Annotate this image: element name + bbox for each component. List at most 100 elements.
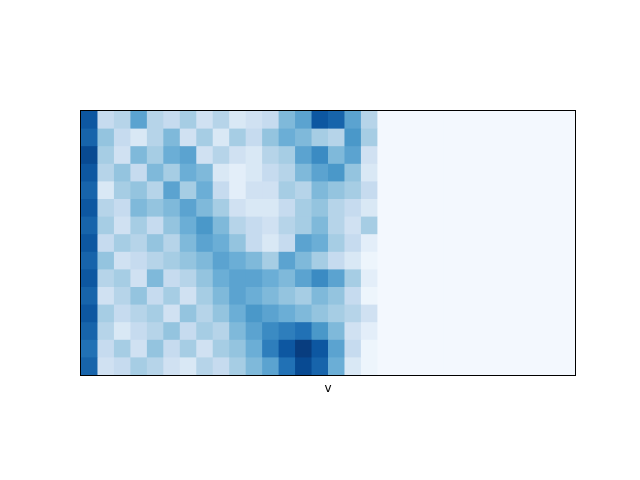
heatmap-cell <box>377 163 395 182</box>
heatmap-cell <box>163 339 181 358</box>
heatmap-cell <box>245 339 263 358</box>
heatmap-cell <box>344 251 362 270</box>
heatmap-cell <box>113 199 131 218</box>
heatmap-cell <box>476 287 494 306</box>
heatmap-cell <box>377 287 395 306</box>
heatmap-cell <box>558 287 576 306</box>
heatmap-cell <box>229 111 247 130</box>
heatmap-cell <box>97 322 115 341</box>
heatmap-cell <box>245 216 263 235</box>
heatmap-cell <box>179 234 197 253</box>
heatmap-cell <box>146 269 164 288</box>
heatmap-cell <box>344 199 362 218</box>
heatmap-cell <box>163 111 181 130</box>
heatmap-cell <box>130 199 148 218</box>
heatmap-cell <box>393 199 411 218</box>
heatmap-cell <box>426 128 444 147</box>
heatmap-cell <box>245 234 263 253</box>
heatmap-cell <box>426 287 444 306</box>
heatmap-cell <box>130 322 148 341</box>
heatmap-cell <box>360 111 378 130</box>
heatmap-cell <box>328 357 346 376</box>
heatmap-cell <box>146 128 164 147</box>
heatmap-cell <box>377 339 395 358</box>
heatmap-cell <box>426 304 444 323</box>
heatmap-cell <box>278 181 296 200</box>
heatmap-cell <box>558 216 576 235</box>
heatmap-cell <box>97 269 115 288</box>
heatmap-cell <box>360 339 378 358</box>
heatmap-cell <box>426 234 444 253</box>
heatmap-cell <box>492 357 510 376</box>
heatmap-cell <box>492 216 510 235</box>
heatmap-cell <box>278 287 296 306</box>
heatmap-cell <box>278 199 296 218</box>
heatmap-cell <box>113 181 131 200</box>
heatmap-cell <box>97 287 115 306</box>
heatmap-cell <box>146 181 164 200</box>
heatmap-cell <box>360 357 378 376</box>
heatmap-cell <box>146 322 164 341</box>
heatmap-cell <box>81 269 99 288</box>
heatmap-cell <box>377 322 395 341</box>
heatmap-cells <box>81 111 576 376</box>
heatmap-cell <box>212 322 230 341</box>
heatmap-cell <box>229 234 247 253</box>
heatmap-cell <box>443 322 461 341</box>
heatmap-cell <box>426 163 444 182</box>
heatmap-cell <box>476 304 494 323</box>
heatmap-cell <box>295 128 313 147</box>
heatmap-cell <box>245 322 263 341</box>
heatmap-cell <box>509 216 527 235</box>
heatmap-cell <box>212 216 230 235</box>
heatmap-cell <box>245 111 263 130</box>
heatmap-cell <box>476 269 494 288</box>
heatmap-cell <box>81 163 99 182</box>
heatmap-cell <box>558 181 576 200</box>
heatmap-cell <box>179 146 197 165</box>
heatmap-cell <box>163 269 181 288</box>
heatmap-cell <box>179 304 197 323</box>
heatmap-cell <box>542 163 560 182</box>
heatmap-cell <box>262 163 280 182</box>
heatmap-cell <box>459 357 477 376</box>
heatmap-cell <box>443 199 461 218</box>
heatmap-cell <box>212 304 230 323</box>
heatmap-cell <box>410 234 428 253</box>
heatmap-cell <box>360 128 378 147</box>
heatmap-cell <box>245 287 263 306</box>
heatmap-cell <box>262 251 280 270</box>
heatmap-cell <box>130 269 148 288</box>
heatmap-cell <box>393 269 411 288</box>
heatmap-cell <box>328 339 346 358</box>
heatmap-cell <box>295 163 313 182</box>
heatmap-cell <box>163 216 181 235</box>
heatmap-cell <box>229 146 247 165</box>
heatmap-cell <box>542 128 560 147</box>
x-axis-label: v <box>324 381 331 395</box>
heatmap-cell <box>509 163 527 182</box>
heatmap-cell <box>492 111 510 130</box>
heatmap-cell <box>393 357 411 376</box>
heatmap-cell <box>245 357 263 376</box>
heatmap-cell <box>509 181 527 200</box>
heatmap-cell <box>146 234 164 253</box>
heatmap-cell <box>328 269 346 288</box>
heatmap-cell <box>212 163 230 182</box>
heatmap-cell <box>509 111 527 130</box>
heatmap-cell <box>196 163 214 182</box>
heatmap-cell <box>81 339 99 358</box>
heatmap-cell <box>410 269 428 288</box>
heatmap-cell <box>360 269 378 288</box>
heatmap-cell <box>393 322 411 341</box>
heatmap-cell <box>311 181 329 200</box>
heatmap-cell <box>476 357 494 376</box>
heatmap-cell <box>295 322 313 341</box>
heatmap-cell <box>295 146 313 165</box>
heatmap-cell <box>509 146 527 165</box>
heatmap-cell <box>492 304 510 323</box>
heatmap-cell <box>542 339 560 358</box>
heatmap-cell <box>410 199 428 218</box>
heatmap-cell <box>360 181 378 200</box>
heatmap-cell <box>410 322 428 341</box>
